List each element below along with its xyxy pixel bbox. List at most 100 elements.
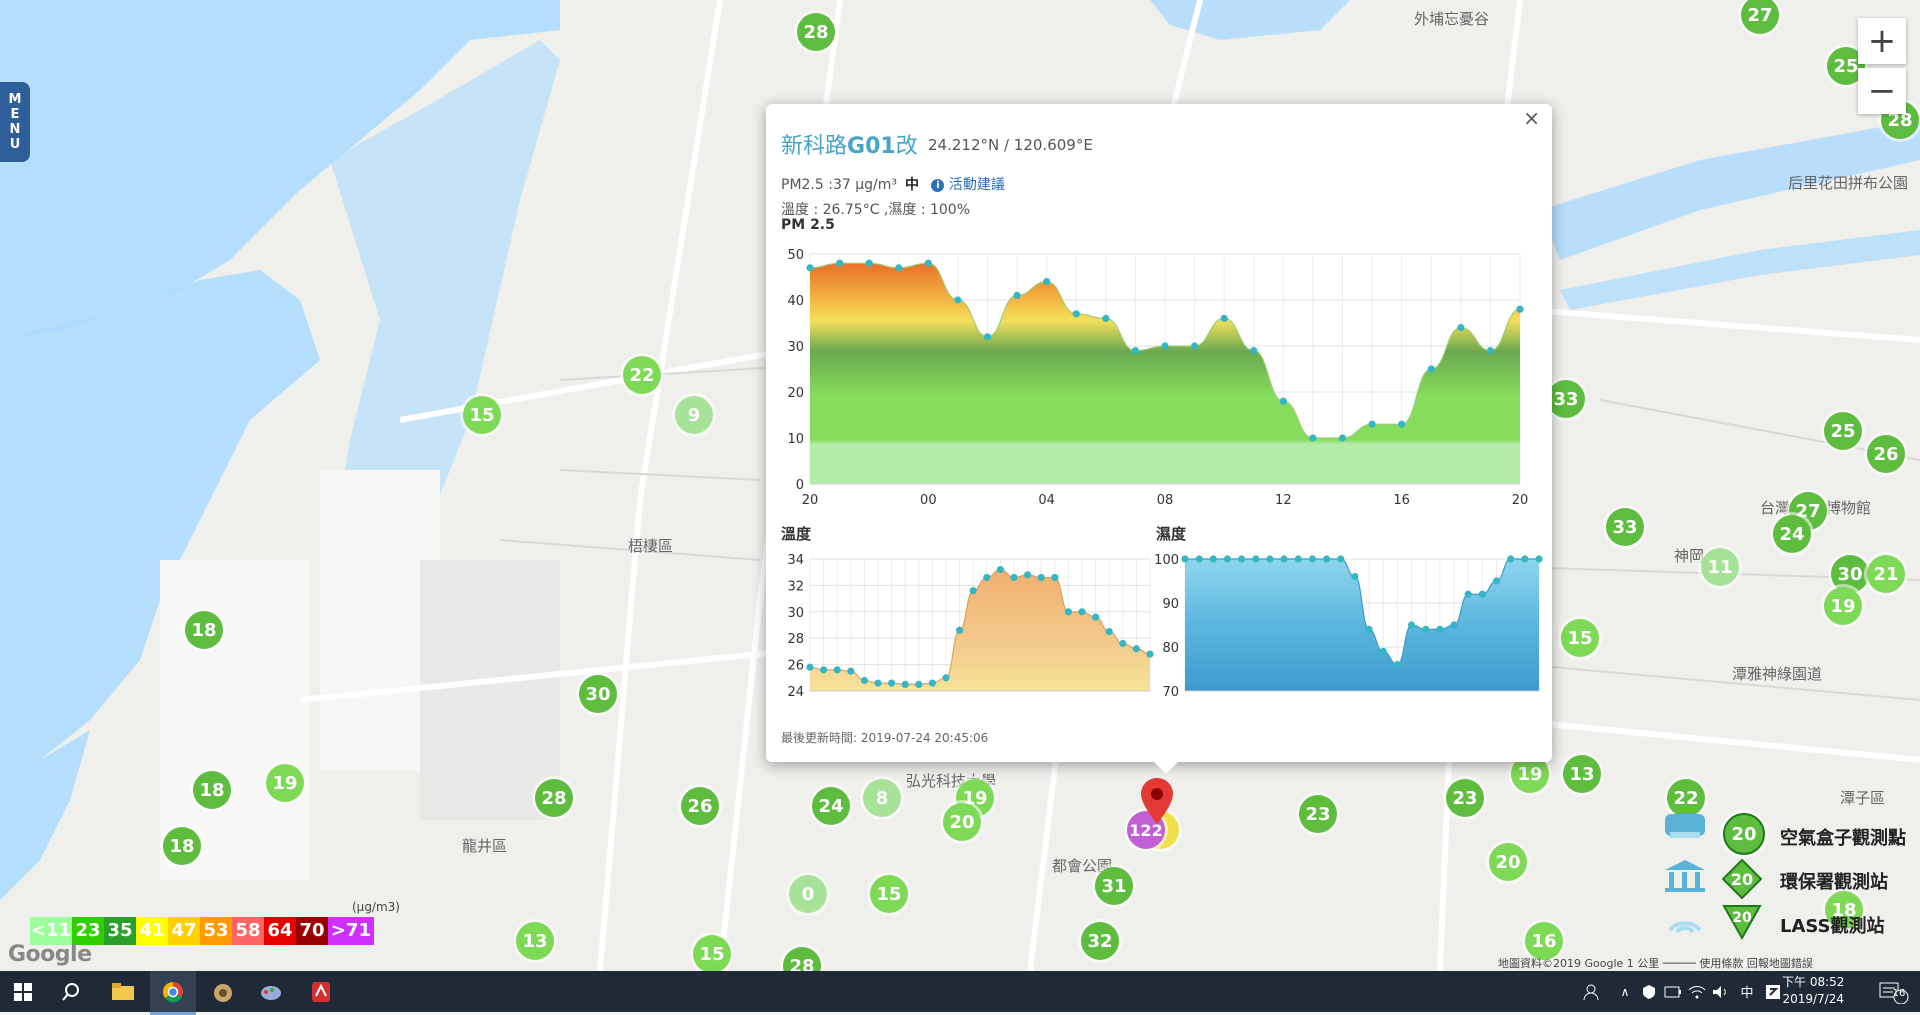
pdf-app-icon[interactable]	[298, 971, 344, 1012]
airbox-icon	[1665, 814, 1705, 838]
temperature-humidity-reading: 溫度 : 26.75°C ,濕度 : 100%	[781, 202, 971, 218]
sensor-marker[interactable]: 19	[266, 764, 304, 802]
sensor-marker[interactable]: 19	[1824, 587, 1862, 625]
sensor-marker[interactable]: 32	[1081, 922, 1119, 960]
sensor-marker[interactable]: 28	[535, 779, 573, 817]
notification-icon[interactable]: 16	[1872, 971, 1916, 1012]
file-explorer-icon[interactable]	[100, 971, 146, 1012]
sensor-marker[interactable]: 15	[693, 935, 731, 971]
place-label: 龍井區	[462, 837, 508, 855]
sensor-marker[interactable]: 33	[1606, 508, 1644, 546]
data-point	[1486, 347, 1495, 355]
activity-advice-label: 活動建議	[948, 177, 1005, 193]
data-point	[1250, 347, 1258, 355]
people-icon[interactable]	[1580, 971, 1602, 1012]
humidity-chart: 70 80 90 100	[1154, 553, 1543, 700]
x-tick-label: 04	[1038, 493, 1055, 508]
sensor-marker[interactable]: 16	[1525, 922, 1563, 960]
data-point	[1516, 305, 1524, 313]
menu-letter: U	[9, 137, 21, 152]
pm-legend-item: 35	[104, 917, 136, 945]
close-icon[interactable]: ×	[1523, 106, 1540, 130]
data-point	[833, 666, 841, 674]
place-label: 外埔忘憂谷	[1414, 10, 1490, 28]
sensor-marker[interactable]: 28	[783, 947, 821, 971]
search-icon[interactable]	[48, 971, 94, 1012]
sensor-marker[interactable]: 28	[797, 13, 835, 51]
pm-legend-item: 23	[72, 917, 104, 945]
volume-icon[interactable]	[1710, 971, 1732, 1012]
menu-tab[interactable]: M E N U	[0, 82, 30, 162]
paint-app-icon[interactable]	[248, 971, 294, 1012]
sensor-marker[interactable]: 21	[1867, 555, 1905, 593]
station-title-suffix: 改	[895, 134, 918, 159]
sensor-marker[interactable]: 24	[1773, 515, 1811, 553]
sensor-marker[interactable]: 23	[1299, 795, 1337, 833]
y-tick-label: 26	[787, 659, 804, 674]
data-point	[1407, 621, 1416, 629]
map-attribution[interactable]: 地圖資料©2019 Google 1 公里 ───── 使用條款 回報地圖錯誤	[1498, 957, 1813, 970]
sensor-marker[interactable]: 33	[1547, 380, 1585, 418]
wifi-icon[interactable]	[1686, 971, 1708, 1012]
data-point	[983, 333, 992, 341]
sensor-marker[interactable]: 27	[1741, 0, 1779, 34]
keyboard-layout-icon[interactable]	[1762, 971, 1784, 1012]
sensor-marker[interactable]: 8	[863, 779, 901, 817]
data-point	[860, 676, 868, 685]
sensor-marker[interactable]: 24	[812, 787, 850, 825]
sensor-marker[interactable]: 31	[1095, 867, 1133, 905]
legend-epa-value: 20	[1731, 870, 1753, 889]
y-tick-label: 34	[787, 553, 804, 568]
sensor-marker[interactable]: 15	[1561, 619, 1599, 657]
sensor-marker[interactable]: 13	[1563, 755, 1601, 793]
app-icon[interactable]	[200, 971, 246, 1012]
station-title-prefix: 新科路	[781, 134, 848, 159]
sensor-marker[interactable]: 30	[579, 675, 617, 713]
sensor-marker[interactable]: 20	[943, 803, 981, 841]
windows-start-icon[interactable]	[0, 971, 46, 1012]
map-canvas[interactable]: 外埔忘憂谷 后里花田拼布公園 梧棲區 龍井區 弘光科技大學 都會公園 神岡 潭雅神綠園道 潭子區…	[0, 0, 1920, 971]
data-point	[1266, 555, 1274, 563]
sensor-marker[interactable]: 9	[675, 396, 713, 434]
system-clock[interactable]: 下午 08:52 2019/7/24	[1782, 974, 1844, 1008]
y-tick-label: 30	[787, 340, 804, 355]
sensor-marker[interactable]: 13	[516, 922, 554, 960]
zoom-out-button[interactable]: −	[1858, 68, 1906, 114]
chevron-up-icon[interactable]: ∧	[1620, 984, 1630, 999]
y-tick-label: 24	[787, 685, 804, 700]
data-point	[1051, 573, 1059, 582]
clock-time: 下午 08:52	[1782, 975, 1845, 989]
sensor-marker[interactable]: 0	[789, 875, 827, 913]
data-point	[1024, 571, 1032, 579]
sensor-marker[interactable]: 26	[681, 787, 719, 825]
map-pin-icon[interactable]	[1141, 778, 1173, 824]
data-point	[865, 259, 873, 267]
data-point	[1351, 573, 1359, 581]
sensor-marker[interactable]: 18	[193, 771, 231, 809]
sensor-marker[interactable]: 23	[1446, 779, 1484, 817]
zoom-in-button[interactable]: +	[1858, 18, 1906, 64]
sensor-marker[interactable]: 22	[623, 356, 661, 394]
sensor-marker[interactable]: 20	[1489, 843, 1527, 881]
sensor-marker[interactable]: 15	[463, 396, 501, 434]
y-tick-label: 90	[1162, 597, 1179, 612]
place-label: 台灣	[1760, 499, 1791, 517]
data-point	[915, 680, 923, 688]
chrome-icon[interactable]	[150, 971, 196, 1015]
sensor-marker[interactable]: 18	[163, 827, 201, 865]
sensor-marker[interactable]: 11	[1701, 548, 1739, 586]
data-point	[1457, 324, 1465, 332]
ime-indicator[interactable]: 中	[1740, 986, 1754, 1001]
sensor-marker[interactable]: 18	[185, 611, 223, 649]
sensor-marker[interactable]: 26	[1867, 435, 1905, 473]
sensor-marker[interactable]: 15	[870, 875, 908, 913]
security-icon[interactable]	[1638, 971, 1660, 1012]
battery-icon[interactable]	[1662, 971, 1684, 1012]
menu-letter: E	[10, 107, 20, 122]
epa-building-icon	[1665, 860, 1705, 892]
sensor-marker[interactable]: 30	[1831, 555, 1869, 593]
sensor-marker[interactable]: 25	[1824, 412, 1862, 450]
sensor-marker[interactable]: 22	[1667, 779, 1705, 817]
sensor-marker[interactable]: 18	[1825, 891, 1863, 929]
activity-advice-link[interactable]: i 活動建議	[931, 177, 1005, 193]
